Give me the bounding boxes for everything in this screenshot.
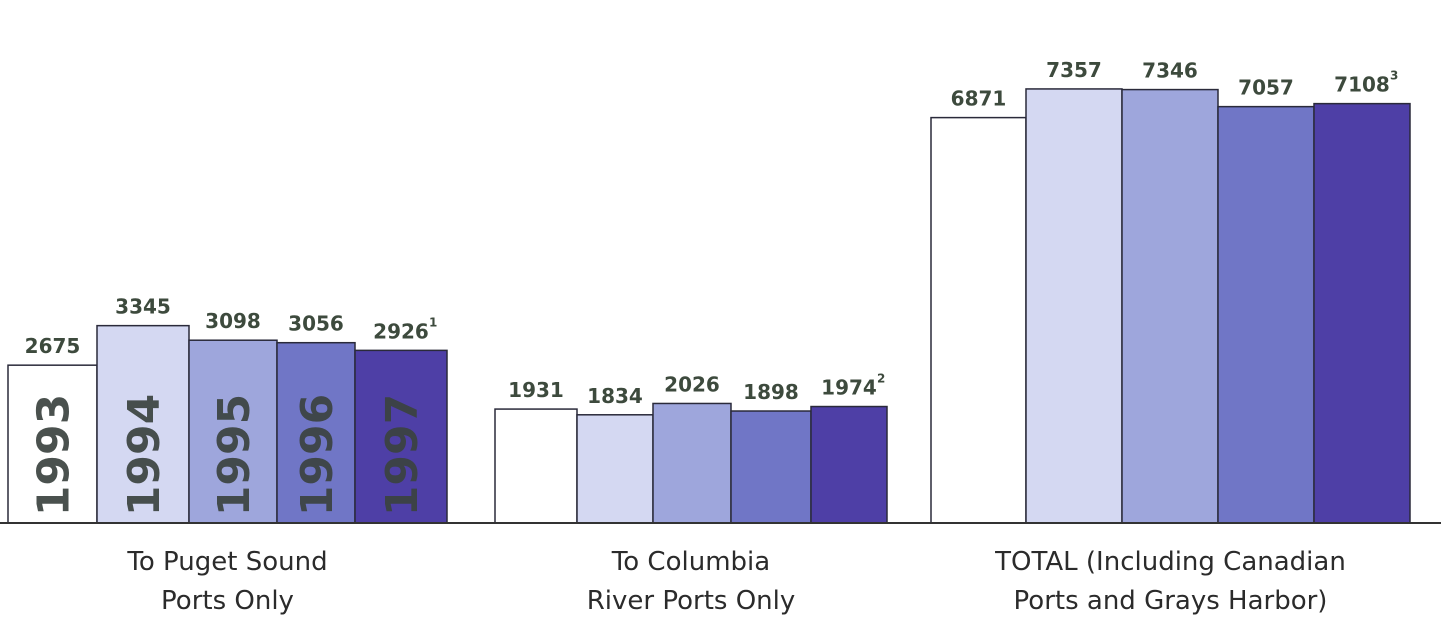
- value-label: 2926: [373, 319, 429, 343]
- bar-group3-1996: [1217, 105, 1315, 524]
- value-label: 1834: [587, 384, 643, 408]
- value-label: 3098: [205, 309, 261, 333]
- value-label: 6871: [951, 87, 1007, 111]
- value-label: 1931: [508, 378, 564, 402]
- bar-group1-1995: [188, 339, 278, 524]
- value-label: 3056: [288, 312, 344, 336]
- bar-group3-1994: [1025, 88, 1123, 524]
- value-label: 7346: [1142, 59, 1198, 83]
- bar-group2-1993: [494, 408, 578, 524]
- bar-group2-1997: [810, 405, 888, 524]
- category-label-line: River Ports Only: [587, 586, 796, 616]
- value-label: 2026: [664, 372, 720, 396]
- bar-group3-1997: [1313, 102, 1411, 524]
- value-label: 3345: [115, 295, 171, 319]
- value-label: 7108: [1334, 73, 1390, 97]
- bar-group1-1996: [276, 341, 356, 524]
- value-label: 1898: [743, 380, 799, 404]
- value-label: 7357: [1046, 58, 1102, 82]
- footnote-marker: 1: [429, 315, 437, 329]
- year-label-1997: 1997: [377, 394, 428, 516]
- year-label-1995: 1995: [209, 394, 260, 516]
- bar-group1-1997: [354, 349, 448, 524]
- year-label-1993: 1993: [29, 394, 80, 516]
- bar-group2-1996: [730, 410, 812, 524]
- bar-group2-1994: [576, 414, 654, 524]
- category-label-line: TOTAL (Including Canadian: [994, 547, 1346, 577]
- footnote-marker: 2: [877, 372, 885, 386]
- bar-group2-1995: [652, 402, 732, 524]
- bars-layer: [7, 88, 1411, 524]
- category-label-line: Ports Only: [161, 586, 294, 616]
- year-label-1994: 1994: [119, 394, 170, 516]
- value-label: 1974: [821, 376, 877, 400]
- bar-group3-1995: [1121, 88, 1219, 524]
- category-label-line: To Puget Sound: [126, 547, 327, 577]
- value-label: 2675: [25, 334, 81, 358]
- footnote-marker: 3: [1390, 69, 1398, 83]
- group-labels-layer: To Puget Sound Ports Only To Columbia River…: [126, 547, 1345, 616]
- year-label-1996: 1996: [292, 394, 343, 516]
- labels-layer: 2675 1993 3345 1994 3098 1995 3056 1996 2926 1 199…: [25, 58, 1399, 516]
- bar-group1-1994: [96, 324, 190, 524]
- category-label-line: To Columbia: [611, 547, 770, 577]
- category-label-line: Ports and Grays Harbor): [1014, 586, 1328, 616]
- bar-group1-1993: [7, 364, 98, 524]
- value-label: 7057: [1238, 76, 1294, 100]
- bar-group3-1993: [930, 116, 1027, 524]
